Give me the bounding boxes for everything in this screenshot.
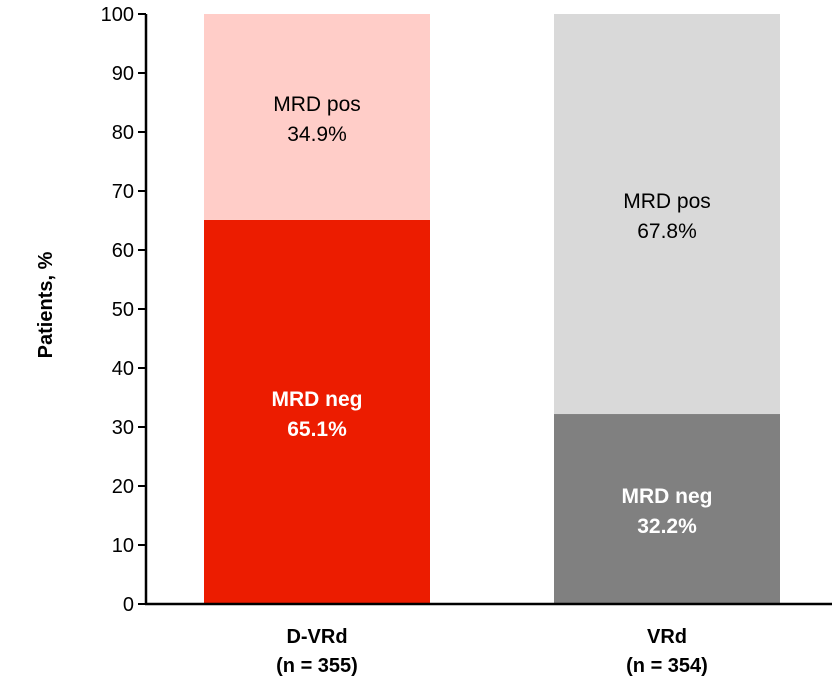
x-category-n-label: (n = 355): [276, 655, 358, 677]
y-tick-label: 60: [112, 240, 134, 262]
segment-name-label: MRD neg: [622, 485, 713, 508]
segment-name-label: MRD pos: [273, 93, 361, 116]
segment-name-label: MRD neg: [272, 388, 363, 411]
y-ticks-layer: 0 10 20 30 40 50 60 70 80 90 100: [101, 4, 146, 616]
bar-mrd-pos-d-vrd: [204, 14, 430, 220]
segment-value-label: 67.8%: [637, 220, 697, 243]
x-category-labels: D-VRd (n = 355) VRd (n = 354): [276, 626, 708, 677]
y-tick-label: 70: [112, 181, 134, 203]
y-tick-label: 80: [112, 122, 134, 144]
y-tick-label: 0: [123, 594, 134, 616]
y-tick-label: 10: [112, 535, 134, 557]
x-category-name: VRd: [647, 626, 687, 648]
bar-mrd-neg-d-vrd: [204, 219, 430, 604]
y-tick-label: 30: [112, 417, 134, 439]
y-axis-title: Patients, %: [35, 251, 57, 358]
y-tick-label: 100: [101, 4, 134, 26]
x-category-name: D-VRd: [286, 626, 347, 648]
x-category-n-label: (n = 354): [626, 655, 708, 677]
segment-value-label: 65.1%: [287, 418, 347, 441]
y-tick-label: 20: [112, 476, 134, 498]
segment-labels-layer: MRD neg 65.1% MRD pos 34.9% MRD neg 32.2% MRD …: [272, 93, 713, 538]
y-tick-label: 90: [112, 63, 134, 85]
segment-value-label: 32.2%: [637, 515, 697, 538]
bar-mrd-neg-vrd: [554, 414, 780, 604]
y-tick-label: 50: [112, 299, 134, 321]
bar-mrd-pos-vrd: [554, 14, 780, 415]
y-tick-label: 40: [112, 358, 134, 380]
segment-name-label: MRD pos: [623, 190, 711, 213]
bars-layer: [204, 14, 780, 604]
segment-value-label: 34.9%: [287, 123, 347, 146]
